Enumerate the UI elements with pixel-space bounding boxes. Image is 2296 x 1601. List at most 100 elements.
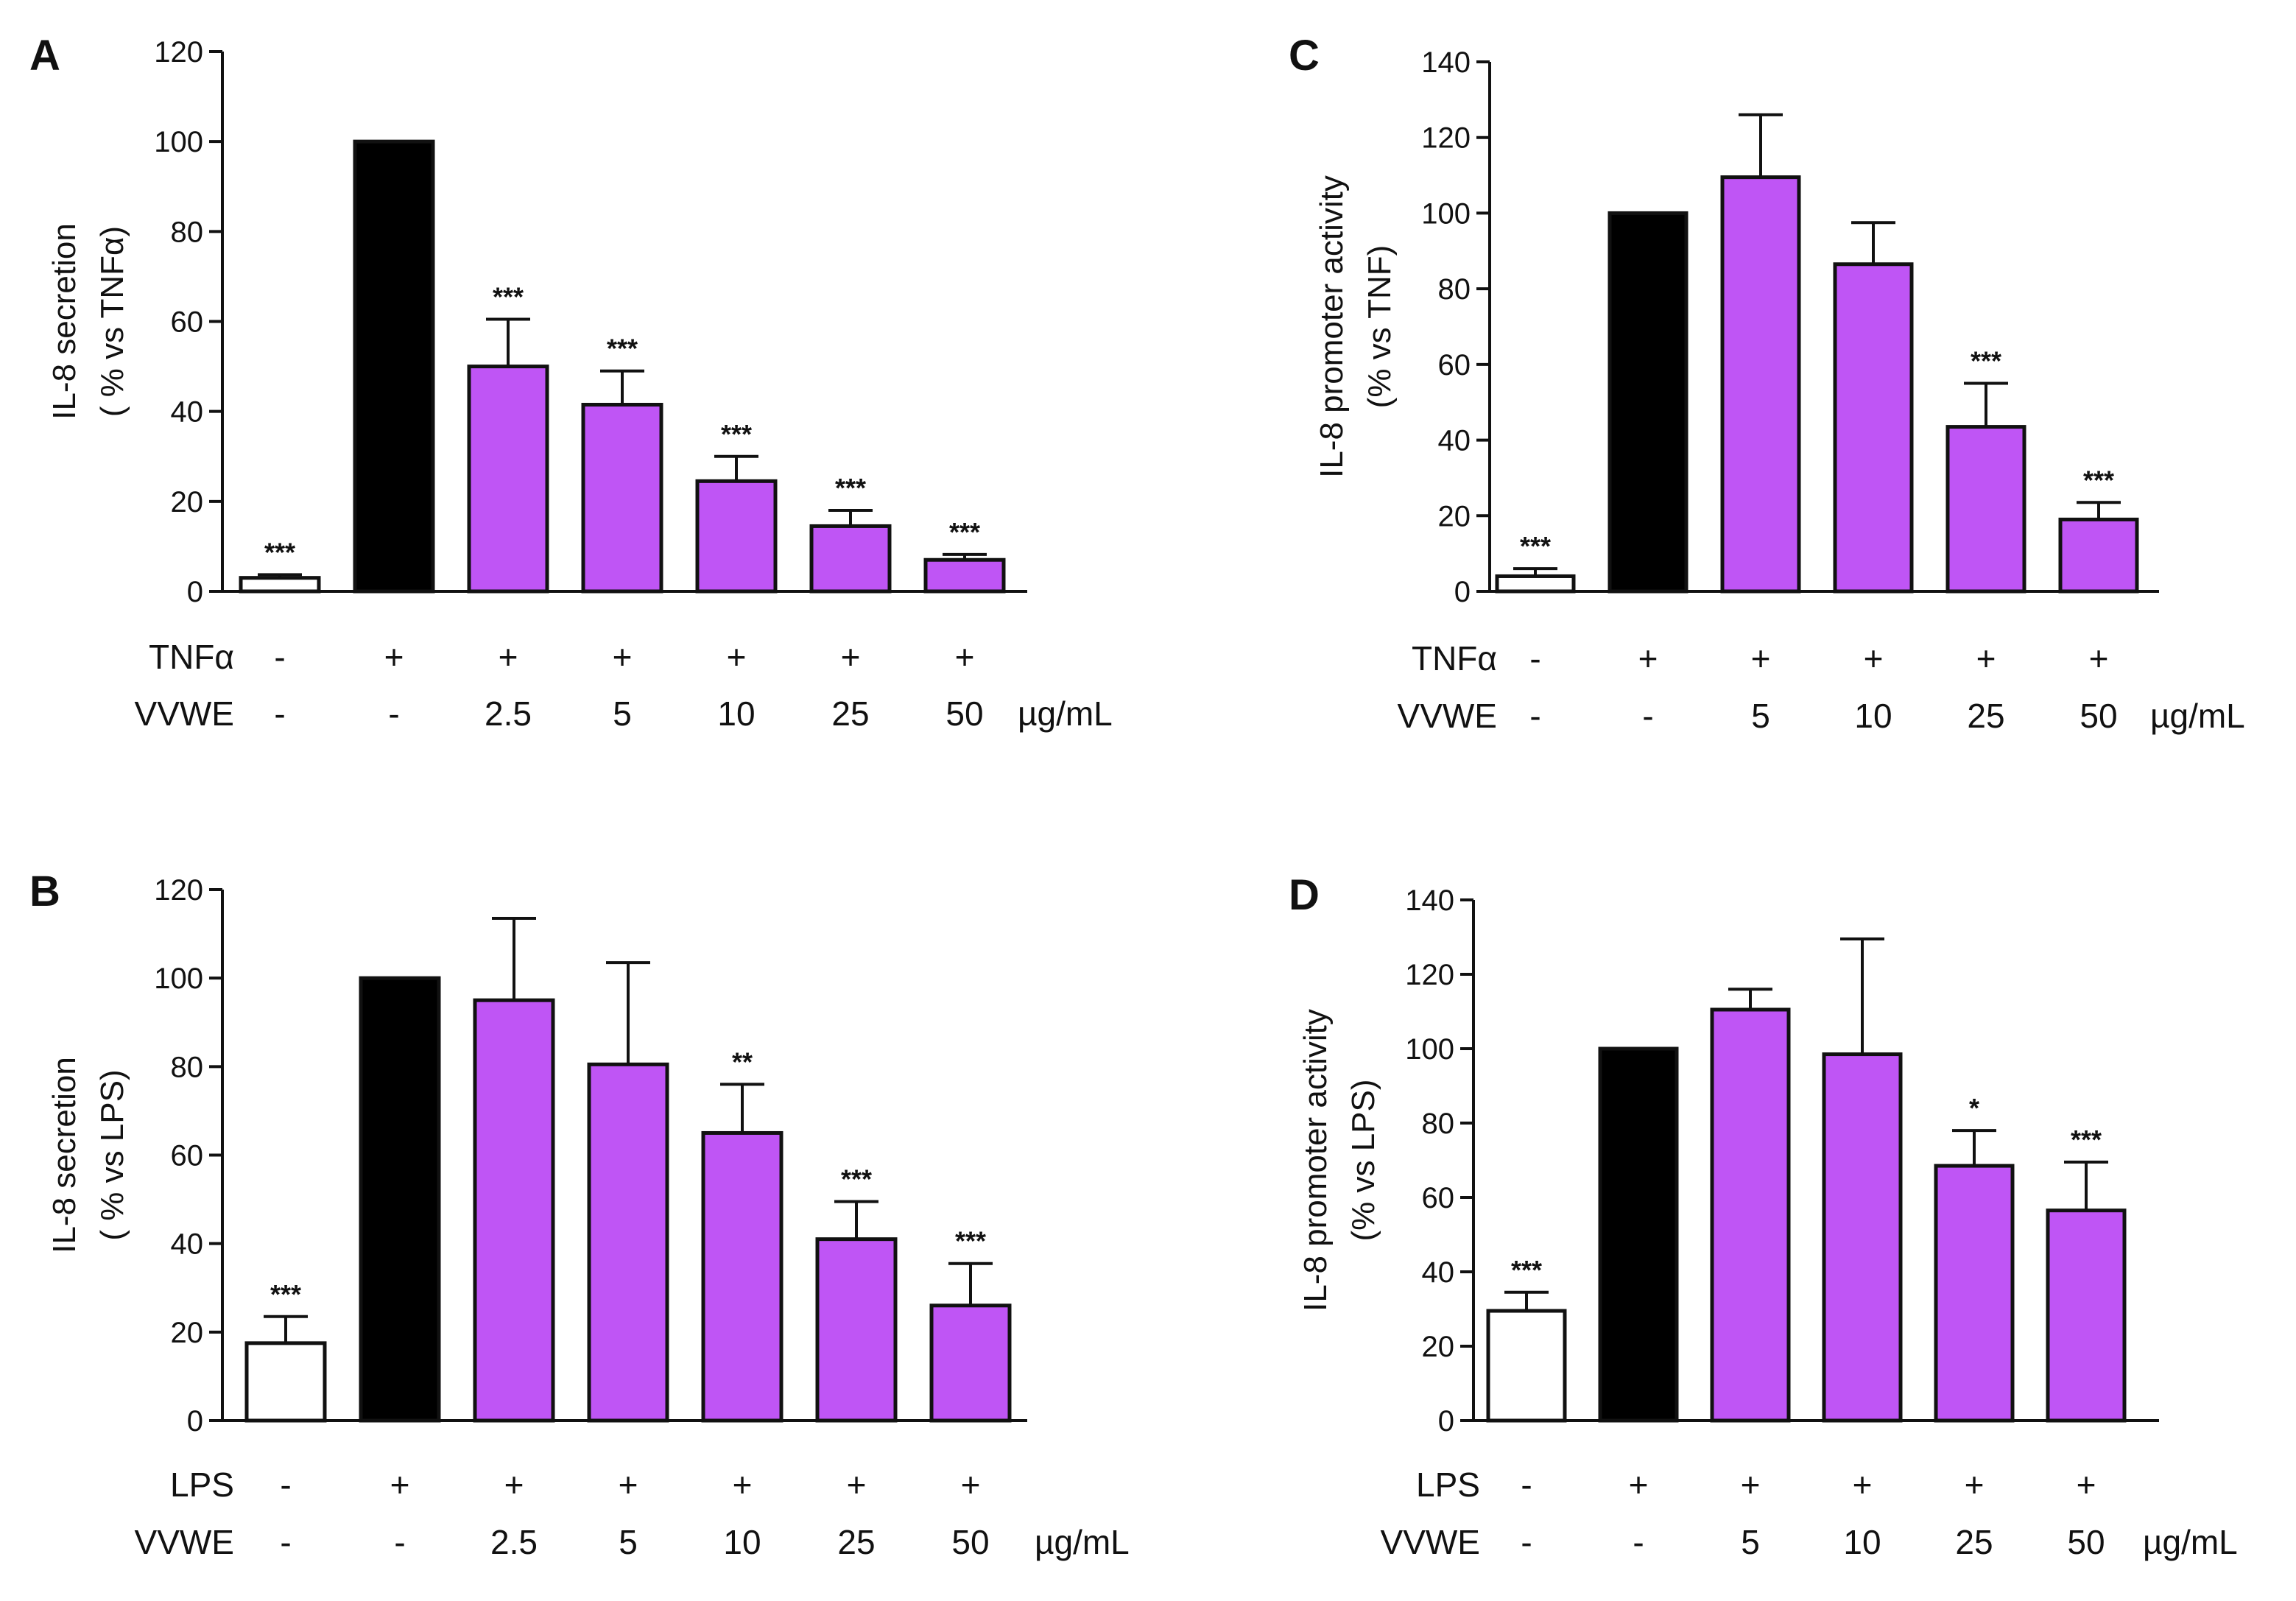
panel-b-bar <box>701 1130 783 1423</box>
panel-d-bar <box>1598 1046 1679 1423</box>
panel-d-row-cell: + <box>1853 1465 1873 1504</box>
panel-b-row-cell: + <box>504 1465 524 1504</box>
panel-d-row-cell: 25 <box>1955 1523 1993 1561</box>
panel-a-y-tick-label: 80 <box>171 216 204 248</box>
panel-a-bar <box>695 479 778 594</box>
panel-b-unit-label: µg/mL <box>1035 1523 1130 1561</box>
panel-c-y-tick-label: 140 <box>1421 46 1471 79</box>
panel-c-y-tick-label: 40 <box>1438 425 1471 457</box>
panel-b-row-cell: - <box>280 1523 291 1561</box>
panel-c-row-cell: + <box>1864 639 1884 678</box>
panel-a-bar <box>467 365 549 594</box>
panel-d-y-tick-label: 20 <box>1422 1331 1455 1363</box>
panel-a-y-tick-label: 20 <box>171 486 204 518</box>
panel-b-significance: ** <box>732 1046 753 1077</box>
panel-b-row-cell: + <box>847 1465 867 1504</box>
panel-a-ylabel-line-1: IL-8 secretion <box>46 223 82 420</box>
panel-c-bar <box>2058 517 2139 594</box>
panel-b-row-label: VVWE <box>135 1523 234 1561</box>
panel-c-bar <box>1495 574 1576 594</box>
panel-d-row-cell: + <box>2077 1465 2096 1504</box>
panel-c-row-cell: - <box>1529 639 1540 678</box>
panel-a-row-cell: 25 <box>831 694 869 733</box>
panel-b-row-cell: 10 <box>723 1523 761 1561</box>
panel-b-bar <box>244 1341 327 1423</box>
panel-c-bar <box>1833 262 1914 594</box>
panel-a-significance: *** <box>721 419 752 449</box>
panel-c-y-tick-label: 100 <box>1421 197 1471 230</box>
panel-b-significance: *** <box>841 1164 872 1194</box>
panel-d-y-tick-label: 60 <box>1422 1182 1455 1214</box>
panel-a-row-cell: 10 <box>717 694 755 733</box>
panel-a-unit-label: µg/mL <box>1018 694 1113 733</box>
panel-c-row-cell: - <box>1642 697 1653 735</box>
panel-c-row-cell: - <box>1529 697 1540 735</box>
panel-c-row-cell: 50 <box>2080 697 2117 735</box>
panel-d-bar <box>1934 1164 2015 1423</box>
panel-d-unit-label: µg/mL <box>2143 1523 2238 1561</box>
panel-c-row-cell: + <box>2089 639 2109 678</box>
panel-c-bar <box>1945 425 2026 594</box>
panel-b-row-cell: + <box>961 1465 981 1504</box>
panel-b-bar <box>929 1303 1012 1423</box>
panel-b-row-cell: 5 <box>619 1523 638 1561</box>
panel-d-row-cell: 10 <box>1843 1523 1881 1561</box>
panel-c-y-tick-label: 0 <box>1454 576 1471 608</box>
panel-a-y-tick-label: 120 <box>154 36 203 68</box>
panel-c-y-tick-label: 20 <box>1438 500 1471 532</box>
panel-a-ylabel-line-2: ( % vs TNFα) <box>94 226 130 417</box>
panel-c-row-label: VVWE <box>1398 697 1497 735</box>
panel-d-row-label: VVWE <box>1381 1523 1480 1561</box>
panel-c-ylabel-line-1: IL-8 promoter activity <box>1314 175 1350 478</box>
panel-d-y-tick-label: 100 <box>1405 1033 1454 1066</box>
panel-d-bar <box>1822 1052 1903 1423</box>
panel-d-y-tick-label: 120 <box>1405 959 1454 991</box>
panel-b-y-tick-label: 80 <box>171 1051 204 1083</box>
panel-c-y-tick-label: 80 <box>1438 273 1471 306</box>
panel-b-ylabel-line-1: IL-8 secretion <box>46 1057 82 1253</box>
panel-a-row-cell: - <box>274 638 285 676</box>
panel-b-row-cell: - <box>280 1465 291 1504</box>
panel-b-row-cell: 25 <box>837 1523 875 1561</box>
panel-a-row-cell: + <box>727 638 747 676</box>
panel-a-row-cell: + <box>499 638 518 676</box>
panel-d-y-tick-label: 80 <box>1422 1108 1455 1140</box>
panel-b-row-cell: 50 <box>951 1523 989 1561</box>
panel-c-row-cell: 5 <box>1751 697 1770 735</box>
panel-a-bar <box>923 557 1006 594</box>
panel-b-bar <box>587 1062 669 1423</box>
panel-c-row-label: TNFα <box>1412 639 1497 678</box>
panel-a-bar <box>581 403 663 594</box>
panel-b-significance: *** <box>955 1226 986 1256</box>
panel-a-significance: *** <box>264 537 295 567</box>
panel-a-row-cell: 50 <box>945 694 983 733</box>
panel-d-row-cell: - <box>1521 1465 1532 1504</box>
panel-d-row-cell: + <box>1629 1465 1649 1504</box>
panel-a-significance: *** <box>607 334 638 364</box>
panel-a-row-cell: + <box>613 638 633 676</box>
panel-d-significance: *** <box>1511 1255 1542 1285</box>
panel-c-row-cell: + <box>1751 639 1771 678</box>
panel-d-bar <box>2046 1208 2127 1423</box>
panel-a-bar <box>239 576 321 594</box>
panel-a-row-cell: 2.5 <box>485 694 532 733</box>
panel-d-row-cell: - <box>1633 1523 1644 1561</box>
panel-d-y-tick-label: 40 <box>1422 1256 1455 1289</box>
panel-d-significance: *** <box>2071 1125 2102 1155</box>
panel-b-y-tick-label: 120 <box>154 874 203 907</box>
panel-d-bar <box>1710 1007 1791 1423</box>
panel-c-bar <box>1720 175 1801 594</box>
panel-a-row-cell: 5 <box>613 694 632 733</box>
panel-a-letter: A <box>29 32 60 80</box>
panel-a-row-cell: + <box>384 638 404 676</box>
panel-a-significance: *** <box>493 281 524 312</box>
panel-d-letter: D <box>1289 871 1320 919</box>
panel-a-bar <box>353 139 435 594</box>
panel-a-bar <box>809 524 892 594</box>
panel-a-row-cell: + <box>841 638 861 676</box>
panel-c-ylabel-line-2: (% vs TNF) <box>1362 245 1398 409</box>
panel-b-bar <box>473 998 555 1423</box>
panel-a-y-tick-label: 60 <box>171 306 204 339</box>
panel-c-significance: *** <box>1520 531 1551 561</box>
